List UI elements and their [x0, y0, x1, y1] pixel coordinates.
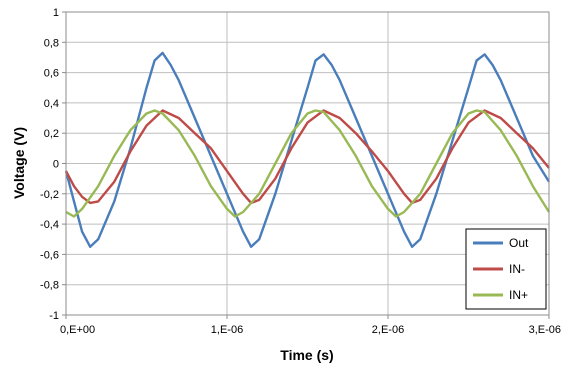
series-line-in: [65, 109, 551, 218]
y-tick-label: 0: [53, 159, 59, 171]
y-tick-label: -1: [49, 310, 59, 322]
x-axis-title: Time (s): [280, 347, 333, 363]
x-tick-label: 3,E-06: [529, 324, 561, 336]
y-tick-label: -0,6: [40, 249, 59, 261]
legend-label-in: IN-: [509, 262, 525, 276]
legend-label-out: Out: [509, 236, 529, 250]
y-axis-ticks: 1 0,8 0,6 0,4 0,2 0 -0,2 -0,4 -0,6 -0,8 -1: [40, 7, 66, 322]
y-axis-title: Voltage (V): [11, 127, 27, 199]
y-tick-label: 1: [53, 7, 59, 19]
y-tick-label: -0,8: [40, 280, 59, 292]
legend-label-in: IN+: [509, 288, 528, 302]
y-tick-label: 0,2: [44, 128, 59, 140]
plot-area-border: [65, 11, 550, 316]
x-tick-label: 1,E-06: [211, 324, 243, 336]
x-axis-ticks: 0,E+00 1,E-06 2,E-06 3,E-06: [60, 315, 561, 336]
y-tick-label: -0,4: [40, 219, 59, 231]
y-tick-label: -0,2: [40, 189, 59, 201]
y-tick-label: 0,8: [44, 37, 59, 49]
x-tick-label: 2,E-06: [372, 324, 404, 336]
legend: Out IN- IN+: [465, 228, 547, 310]
series-lines: [64, 51, 551, 249]
series-line-in: [64, 109, 550, 205]
x-tick-label: 0,E+00: [60, 324, 95, 336]
y-tick-label: 0,6: [44, 68, 59, 80]
series-line-out: [64, 51, 551, 249]
y-tick-label: 0,4: [44, 98, 59, 110]
